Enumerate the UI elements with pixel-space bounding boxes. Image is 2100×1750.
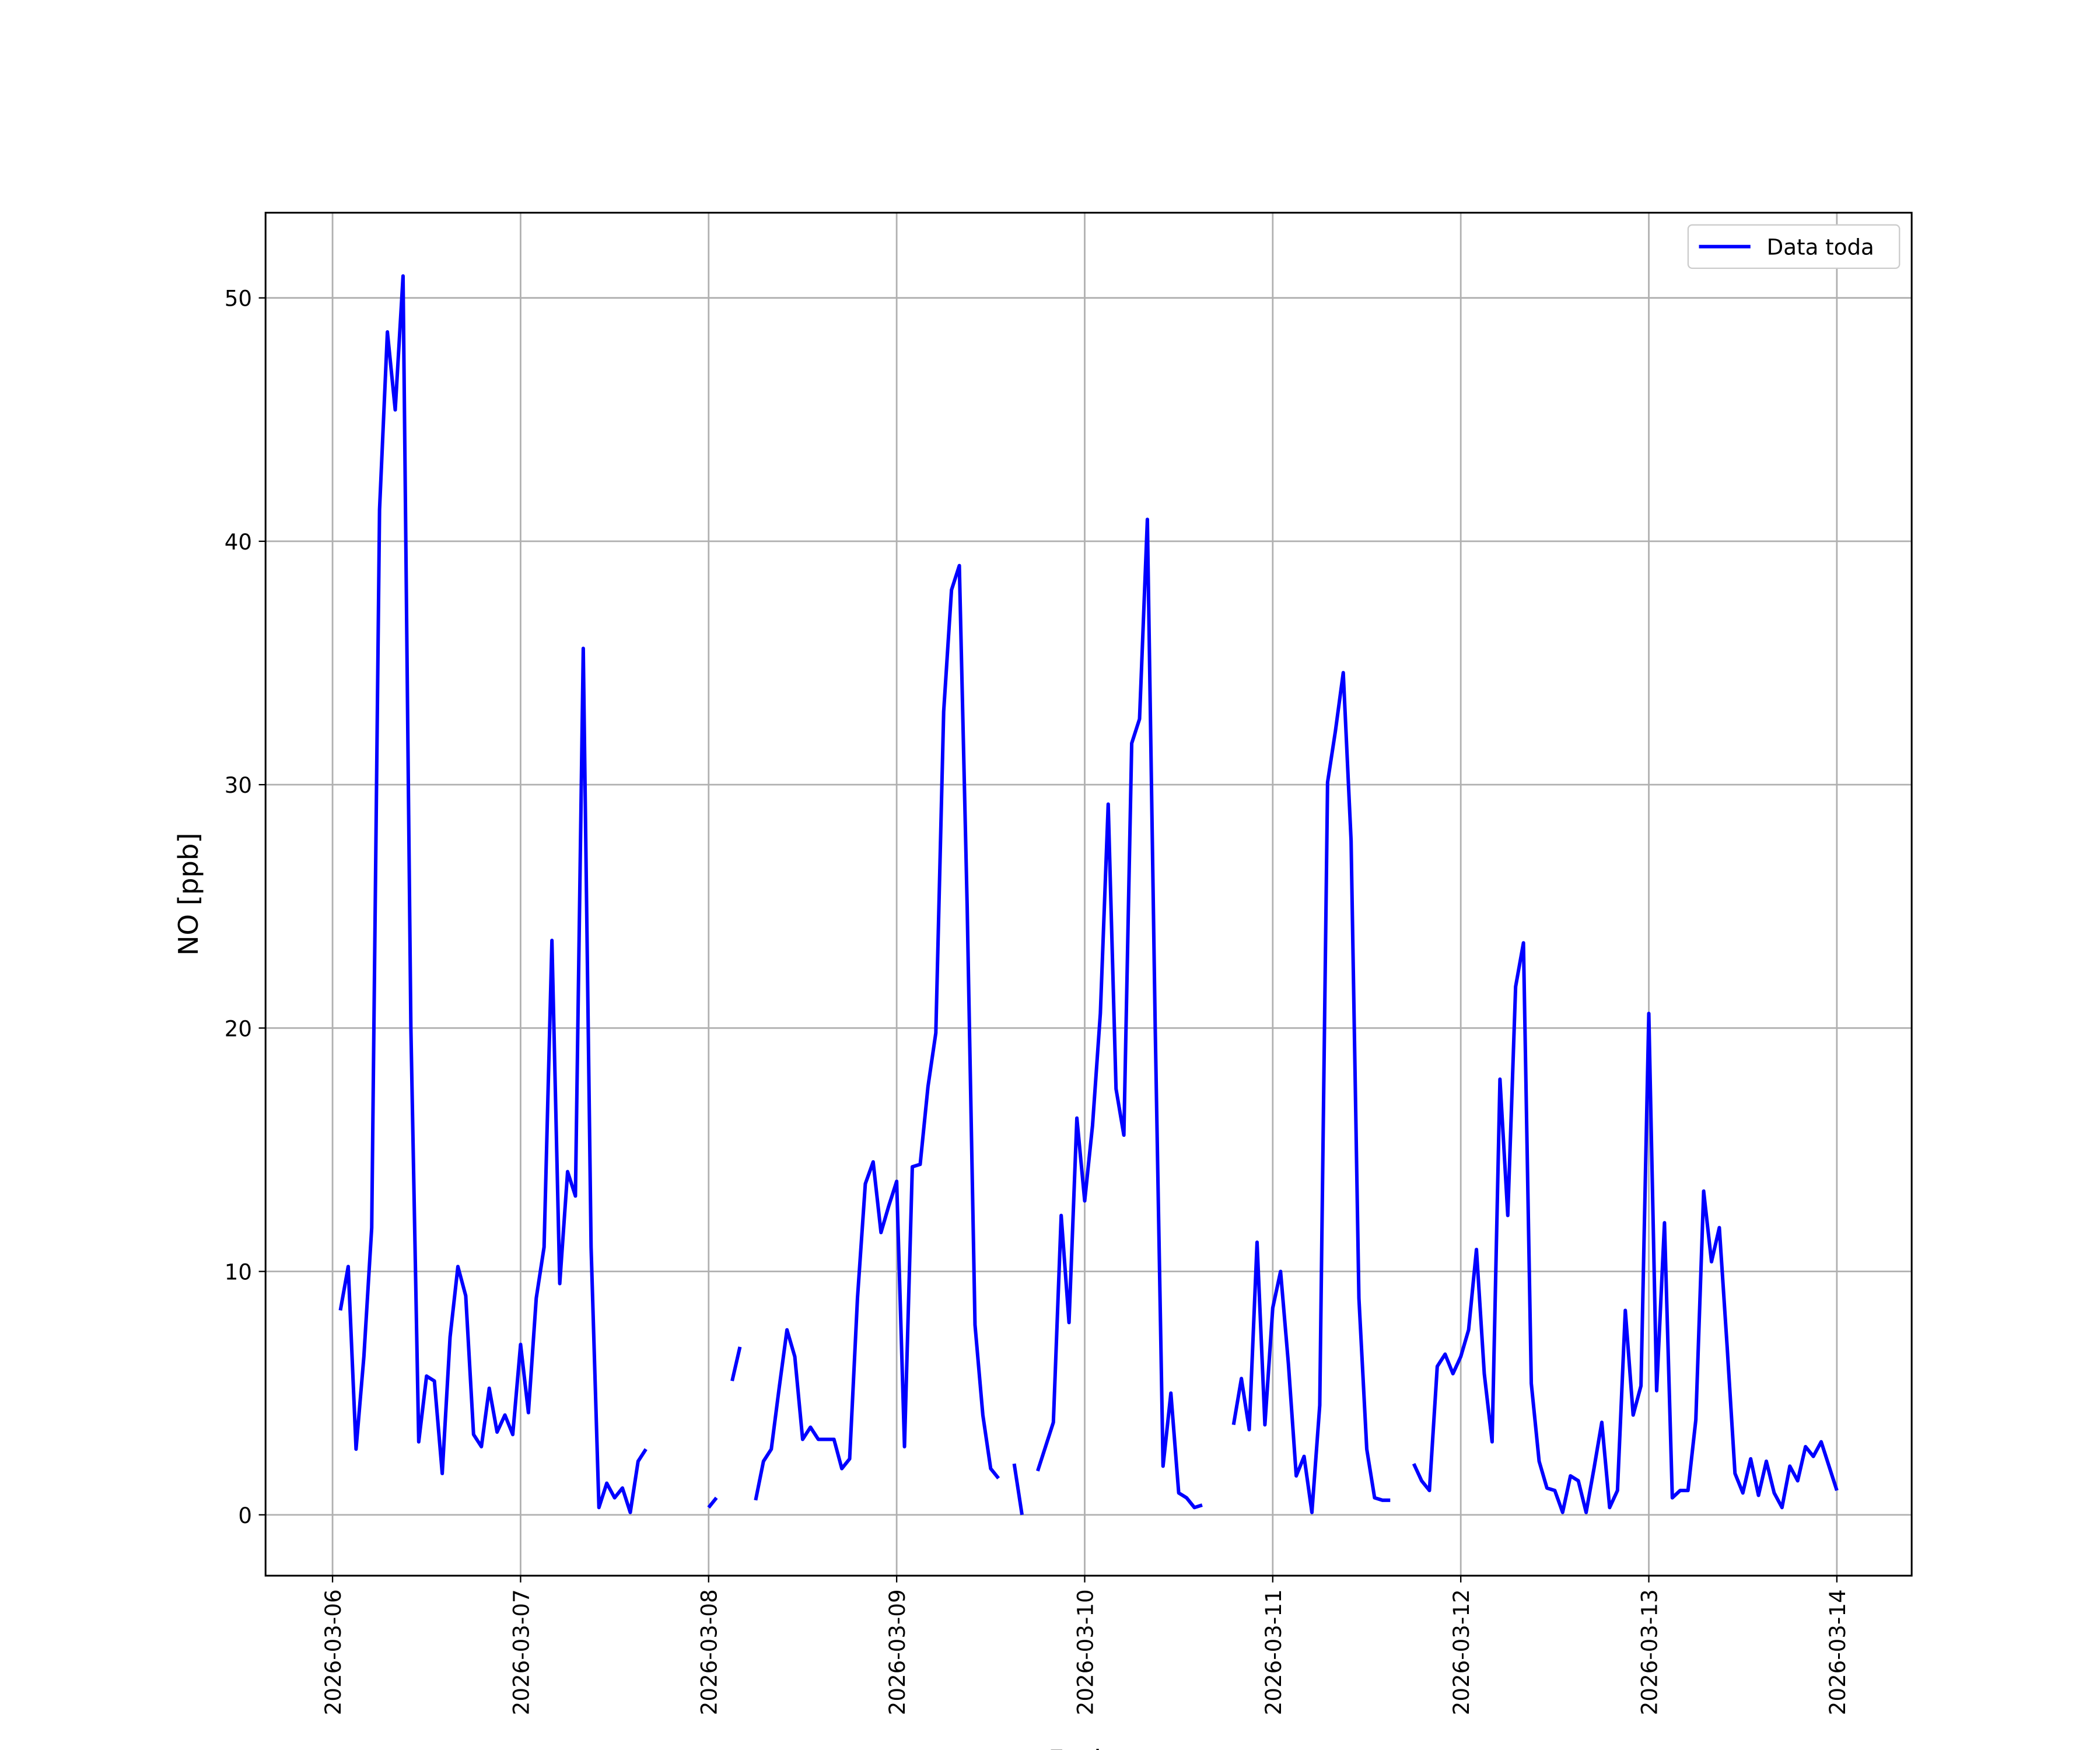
y-tick-label: 20 <box>225 1016 252 1041</box>
x-axis-label: Fecha <box>1048 1744 1128 1750</box>
plot-frame <box>264 212 1913 1577</box>
data-line <box>338 274 1839 1516</box>
x-tick-label: 2026-03-12 <box>1449 1589 1474 1715</box>
x-tick-label: 2026-03-06 <box>321 1589 346 1715</box>
x-tick-label: 2026-03-09 <box>885 1589 910 1715</box>
y-tick-label: 30 <box>225 773 252 798</box>
x-tick-label: 2026-03-10 <box>1073 1589 1098 1715</box>
legend: Data toda <box>1687 224 1901 270</box>
x-tick-label: 2026-03-07 <box>509 1589 534 1715</box>
x-tick-label: 2026-03-11 <box>1261 1589 1286 1715</box>
legend-box <box>1687 224 1901 270</box>
x-tick-label: 2026-03-08 <box>697 1589 722 1715</box>
x-tick-label: 2026-03-14 <box>1825 1589 1850 1715</box>
plot-area <box>265 212 1912 1576</box>
y-tick-label: 50 <box>225 286 252 312</box>
x-tick-label: 2026-03-13 <box>1637 1589 1662 1715</box>
y-axis-label: NO [ppb] <box>173 833 204 956</box>
y-tick-label: 40 <box>225 530 252 555</box>
y-tick-label: 10 <box>225 1260 252 1285</box>
legend-label: Data toda <box>1767 235 1874 260</box>
y-tick-label: 0 <box>238 1503 252 1528</box>
